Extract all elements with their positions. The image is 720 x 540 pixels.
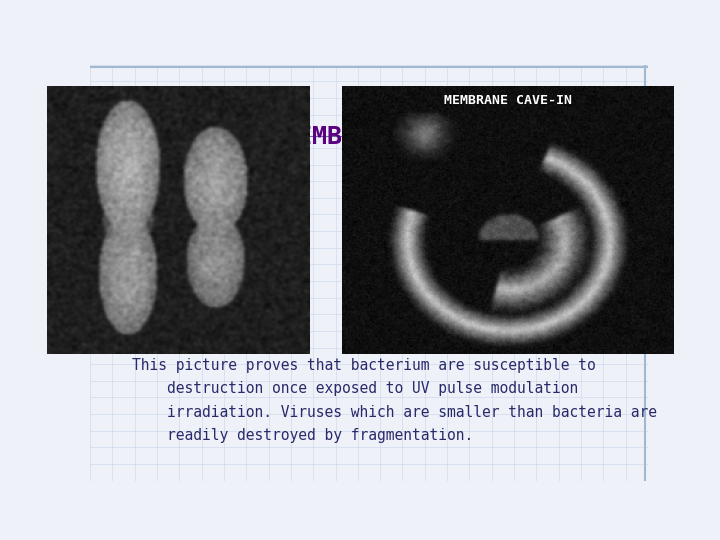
Text: BACTERIAL MEMBRANE DESTRUCTION: BACTERIAL MEMBRANE DESTRUCTION [132,125,582,149]
Text: MEMBRANE CAVE-IN: MEMBRANE CAVE-IN [444,94,572,107]
Text: This picture proves that bacterium are susceptible to
    destruction once expos: This picture proves that bacterium are s… [132,358,657,443]
